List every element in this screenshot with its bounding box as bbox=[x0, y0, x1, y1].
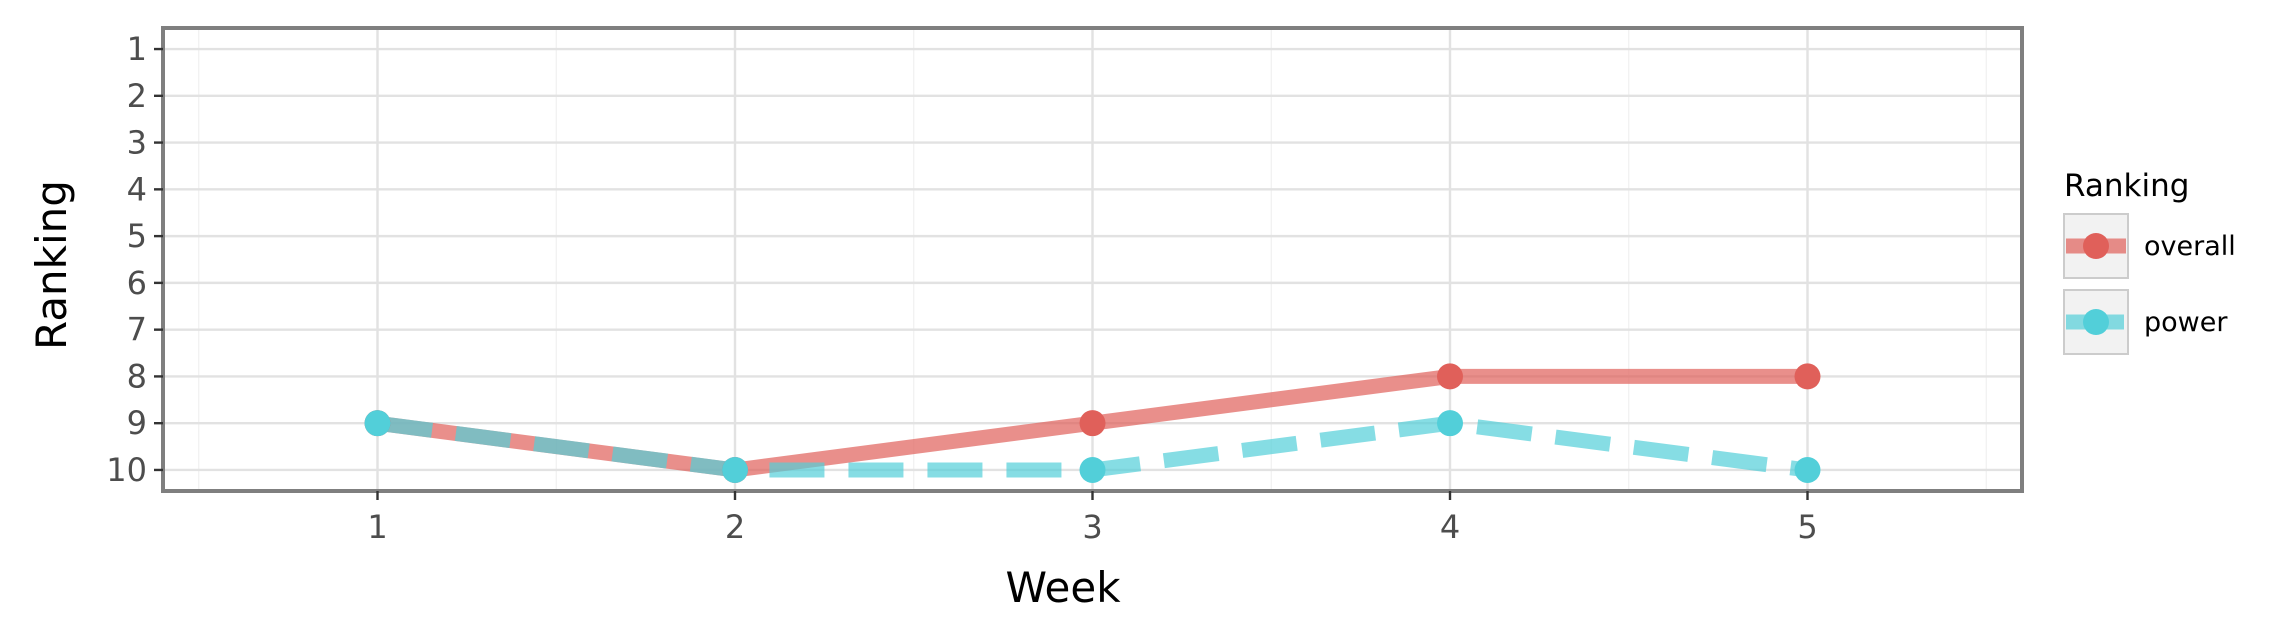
y-tick-label: 7 bbox=[127, 311, 147, 349]
legend-entries: overall power bbox=[2063, 213, 2236, 355]
x-axis-ticks: 1 2 3 4 5 bbox=[367, 491, 1818, 546]
data-point-power bbox=[1079, 456, 1106, 483]
data-point-overall bbox=[1437, 363, 1463, 390]
y-tick-label: 4 bbox=[127, 170, 147, 208]
x-tick-label: 1 bbox=[367, 508, 387, 546]
legend-title: Ranking bbox=[2064, 168, 2189, 204]
x-tick-label: 4 bbox=[1440, 508, 1460, 546]
data-point-power bbox=[364, 410, 391, 437]
x-tick-label: 3 bbox=[1082, 508, 1102, 546]
y-tick-label: 9 bbox=[127, 404, 147, 442]
y-tick-label: 1 bbox=[127, 30, 147, 68]
legend-label-power: power bbox=[2144, 307, 2228, 338]
x-tick-label: 5 bbox=[1797, 508, 1817, 546]
data-point-overall bbox=[1079, 410, 1106, 437]
data-point-power bbox=[1794, 456, 1821, 483]
data-point-overall bbox=[1794, 363, 1821, 390]
data-point-power bbox=[722, 456, 748, 483]
legend-label-overall: overall bbox=[2144, 231, 2236, 262]
legend: Ranking overall power bbox=[2063, 168, 2236, 355]
y-tick-label: 5 bbox=[127, 217, 147, 255]
y-tick-label: 6 bbox=[127, 264, 147, 302]
y-tick-label: 3 bbox=[127, 124, 147, 162]
x-axis-title: Week bbox=[1005, 563, 1121, 612]
y-axis-title: Ranking bbox=[27, 180, 76, 350]
y-tick-label: 8 bbox=[127, 357, 147, 395]
x-tick-label: 2 bbox=[725, 508, 745, 546]
y-axis-ticks: 1 2 3 4 5 6 7 8 9 10 bbox=[106, 30, 163, 489]
y-tick-label: 10 bbox=[106, 451, 147, 489]
series-layer bbox=[364, 363, 1821, 483]
data-point-power bbox=[1437, 410, 1463, 437]
y-tick-label: 2 bbox=[127, 77, 147, 115]
legend-marker-overall bbox=[2083, 233, 2109, 259]
legend-marker-power bbox=[2083, 309, 2109, 335]
